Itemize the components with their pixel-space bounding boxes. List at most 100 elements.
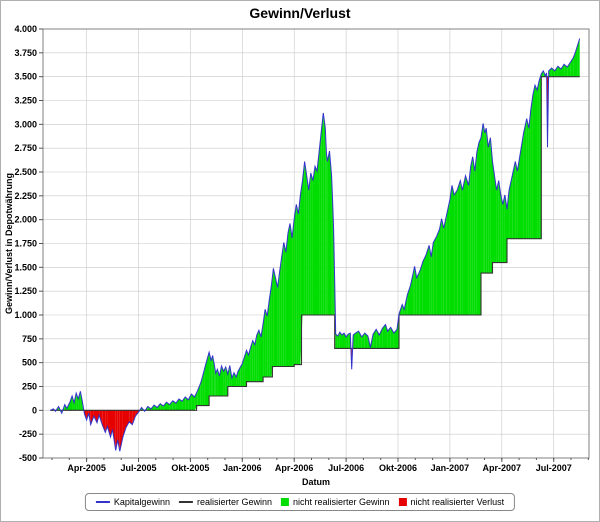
unrealized-gain-area <box>246 350 249 382</box>
x-tick-label: Jul-2006 <box>328 463 364 473</box>
y-tick-label: 2.500 <box>14 167 37 177</box>
unrealized-gain-area <box>329 151 332 315</box>
unrealized-gain-area <box>306 175 309 315</box>
unrealized-loss-area <box>107 410 111 437</box>
unrealized-gain-area <box>577 38 580 77</box>
x-tick-label: Jul-2005 <box>120 463 156 473</box>
unrealized-gain-area <box>520 132 524 239</box>
unrealized-gain-area <box>449 185 452 315</box>
unrealized-gain-area <box>373 329 377 349</box>
unrealized-gain-area <box>500 194 503 263</box>
unrealized-gain-area <box>355 331 359 349</box>
unrealized-gain-area <box>317 152 320 315</box>
unrealized-gain-area <box>221 366 224 396</box>
kapitalgewinn-line <box>50 38 581 452</box>
unrealized-gain-area <box>319 132 322 315</box>
unrealized-gain-area <box>433 236 437 315</box>
unrealized-gain-area <box>275 277 278 367</box>
unrealized-loss-area <box>129 410 133 425</box>
chart-title: Gewinn/Verlust <box>249 5 351 21</box>
y-tick-label: 3.000 <box>14 119 37 129</box>
unrealized-gain-area <box>263 309 266 377</box>
unrealized-gain-area <box>382 324 386 349</box>
y-tick-label: 1.500 <box>14 262 37 272</box>
unrealized-gain-area <box>494 175 497 263</box>
unrealized-gain-area <box>70 396 73 411</box>
unrealized-gain-area <box>331 175 333 315</box>
unrealized-gain-area <box>454 190 458 315</box>
unrealized-gain-area <box>310 173 313 315</box>
unrealized-gain-area <box>346 334 349 349</box>
legend-item-2: realisierter Gewinn <box>178 497 272 507</box>
unrealized-gain-area <box>509 175 513 239</box>
unrealized-gain-area <box>298 194 301 365</box>
unrealized-gain-area <box>443 213 447 315</box>
unrealized-gain-area <box>429 245 432 315</box>
unrealized-gain-area <box>290 223 293 367</box>
unrealized-gain-area <box>460 180 463 315</box>
y-axis-label: Gewinn/Verlust in Depotwährung <box>4 173 14 314</box>
unrealized-gain-area <box>321 112 324 316</box>
unrealized-gain-area <box>302 161 305 315</box>
unrealized-gain-area <box>575 45 578 77</box>
x-tick-label: Jul-2007 <box>536 463 572 473</box>
unrealized-gain-area <box>315 166 317 315</box>
unrealized-gain-area <box>481 123 484 274</box>
unrealized-gain-area <box>265 309 268 377</box>
legend-item-3: nicht realisierter Gewinn <box>280 497 390 507</box>
unrealized-gain-area <box>353 333 356 349</box>
unrealized-gain-area <box>512 161 516 239</box>
unrealized-gain-area <box>436 229 440 315</box>
legend-rect-swatch <box>398 498 407 506</box>
unrealized-gain-area <box>169 400 173 411</box>
unrealized-gain-area <box>483 123 485 274</box>
unrealized-gain-area <box>564 64 568 77</box>
y-tick-label: 2.250 <box>14 191 37 201</box>
unrealized-gain-area <box>223 367 226 396</box>
unrealized-gain-area <box>441 218 444 315</box>
unrealized-gain-area <box>476 142 479 315</box>
unrealized-gain-area <box>209 352 212 396</box>
chart-legend: Kapitalgewinn realisierter Gewinn nicht re… <box>84 493 516 511</box>
unrealized-loss-area <box>112 410 116 451</box>
unrealized-gain-area <box>269 285 272 377</box>
unrealized-gain-area <box>507 190 510 239</box>
unrealized-gain-area <box>419 261 423 315</box>
unrealized-gain-area <box>413 266 415 315</box>
unrealized-gain-area <box>188 394 192 411</box>
unrealized-gain-area <box>431 242 434 315</box>
x-axis-label: Datum <box>302 477 330 487</box>
unrealized-gain-area <box>252 340 255 382</box>
unrealized-gain-area <box>523 118 527 239</box>
unrealized-gain-area <box>342 333 344 349</box>
legend-line-swatch <box>95 501 110 503</box>
unrealized-gain-area <box>561 64 565 77</box>
unrealized-gain-area <box>452 185 455 315</box>
legend-item-4: nicht realisierter Verlust <box>398 497 505 507</box>
unrealized-gain-area <box>502 194 505 263</box>
unrealized-gain-area <box>573 51 576 77</box>
unrealized-gain-area <box>294 204 297 365</box>
legend-item-label: realisierter Gewinn <box>196 497 272 507</box>
legend-item-label: Kapitalgewinn <box>113 497 170 507</box>
unrealized-gain-area <box>78 391 81 411</box>
unrealized-gain-area <box>236 371 239 387</box>
unrealized-gain-area <box>361 333 365 349</box>
y-tick-label: 2.000 <box>14 215 37 225</box>
unrealized-gain-area <box>281 242 284 367</box>
legend-line-swatch <box>178 501 193 503</box>
unrealized-gain-area <box>185 397 189 411</box>
x-tick-label: Okt-2005 <box>171 463 209 473</box>
legend-item-1: Kapitalgewinn <box>95 497 170 507</box>
unrealized-gain-area <box>277 271 280 367</box>
unrealized-gain-area <box>179 398 183 411</box>
unrealized-gain-area <box>279 256 282 367</box>
y-tick-label: 1.250 <box>14 286 37 296</box>
unrealized-gain-area <box>191 394 195 411</box>
unrealized-gain-area <box>488 137 491 274</box>
unrealized-gain-area <box>530 94 533 239</box>
y-tick-label: -500 <box>19 453 37 463</box>
unrealized-gain-area <box>267 299 270 377</box>
unrealized-gain-area <box>492 161 495 263</box>
legend-item-label: nicht realisierter Verlust <box>410 497 505 507</box>
